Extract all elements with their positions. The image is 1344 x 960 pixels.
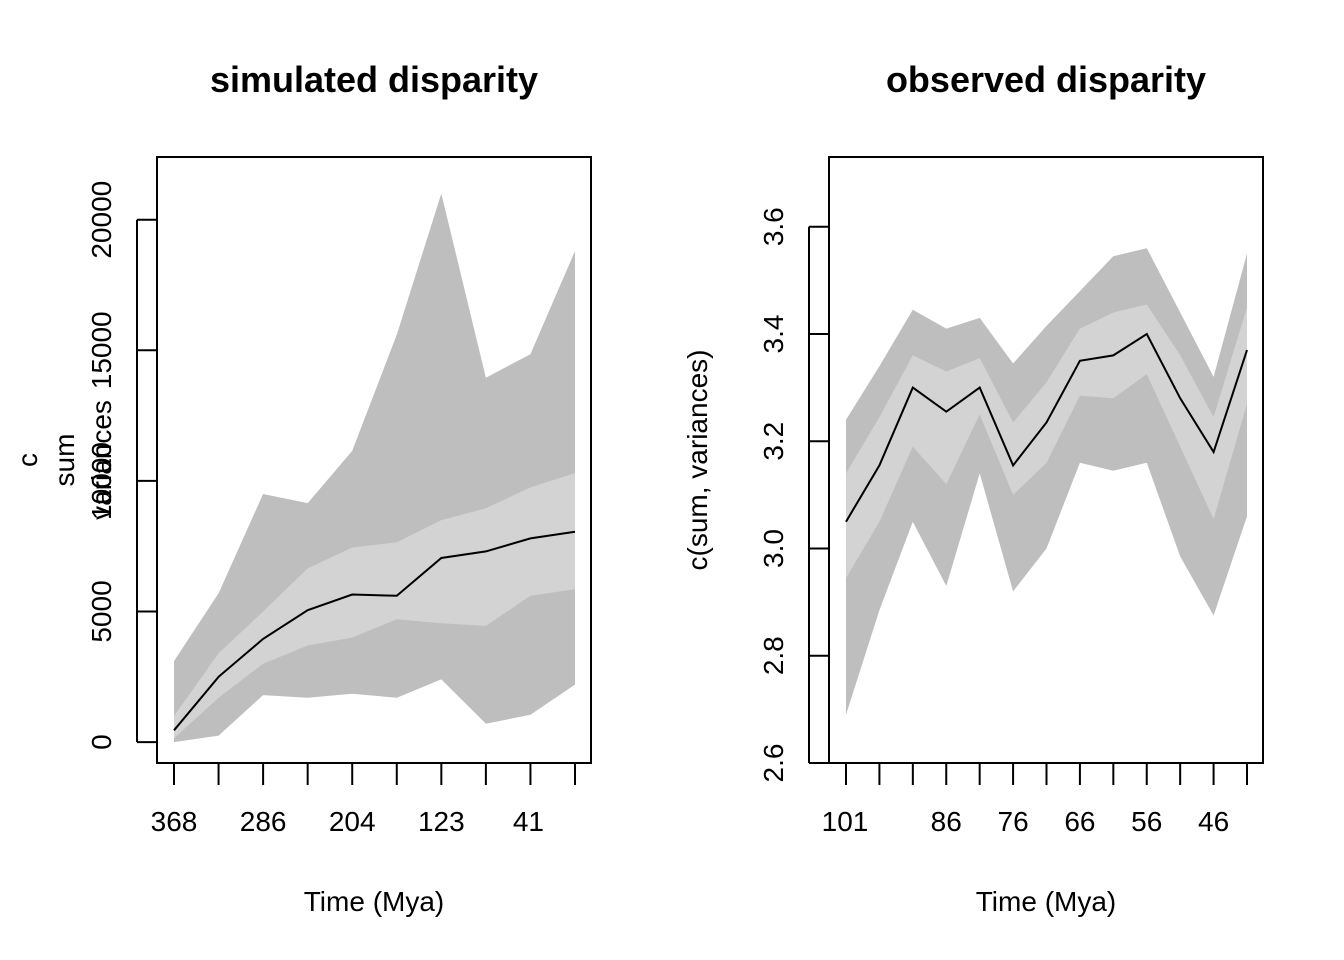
y-tick-label: 3.6 xyxy=(758,207,789,246)
x-tick-label: 101 xyxy=(822,806,869,837)
chart-title: simulated disparity xyxy=(210,59,538,100)
x-tick-label: 66 xyxy=(1064,806,1095,837)
x-tick-label: 286 xyxy=(240,806,287,837)
y-tick-label: 3.2 xyxy=(758,422,789,461)
panel-simulated-disparity: simulated disparity 368 286 204 123 41 0 5000 1… xyxy=(12,59,592,917)
x-axis-label: Time (Mya) xyxy=(976,886,1117,917)
y-tick-label: 5000 xyxy=(86,580,117,642)
series-line-central xyxy=(173,530,576,731)
y-tick-label: 3.0 xyxy=(758,529,789,568)
y-tick-label: 3.4 xyxy=(758,315,789,354)
y-axis-label-line-2: sum xyxy=(49,434,80,487)
y-tick-label: 15000 xyxy=(86,311,117,389)
x-tick-label: 46 xyxy=(1198,806,1229,837)
y-axis-label-line-3: variances xyxy=(86,400,117,520)
x-tick-label: 41 xyxy=(513,806,544,837)
y-tick-label: 20000 xyxy=(86,181,117,259)
chart-title: observed disparity xyxy=(886,59,1206,100)
series-line-central xyxy=(845,332,1248,523)
x-tick-label: 368 xyxy=(151,806,198,837)
x-tick-label: 86 xyxy=(931,806,962,837)
band-50 xyxy=(846,304,1247,578)
y-tick-label: 2.6 xyxy=(758,744,789,783)
band-95 xyxy=(846,248,1247,715)
x-tick-label: 76 xyxy=(998,806,1029,837)
x-axis-label: Time (Mya) xyxy=(304,886,445,917)
y-tick-label: 2.8 xyxy=(758,636,789,675)
y-axis-label-line-1: c xyxy=(12,453,43,467)
x-tick-label: 123 xyxy=(418,806,465,837)
panel-observed-disparity: observed disparity 101 86 76 66 56 46 2.6 2.8 3.… xyxy=(682,59,1264,917)
plot-area: 368 286 204 123 41 0 5000 15000 20000 xyxy=(86,156,592,837)
x-tick-label: 56 xyxy=(1131,806,1162,837)
plot-area: 101 86 76 66 56 46 2.6 2.8 3.0 3.2 3.4 3.6 xyxy=(758,156,1264,837)
y-tick-label: 10000 xyxy=(86,442,117,520)
band-50 xyxy=(174,473,575,739)
x-tick-label: 204 xyxy=(329,806,376,837)
y-axis-label: c(sum, variances) xyxy=(682,350,713,571)
y-tick-label: 0 xyxy=(86,734,117,750)
